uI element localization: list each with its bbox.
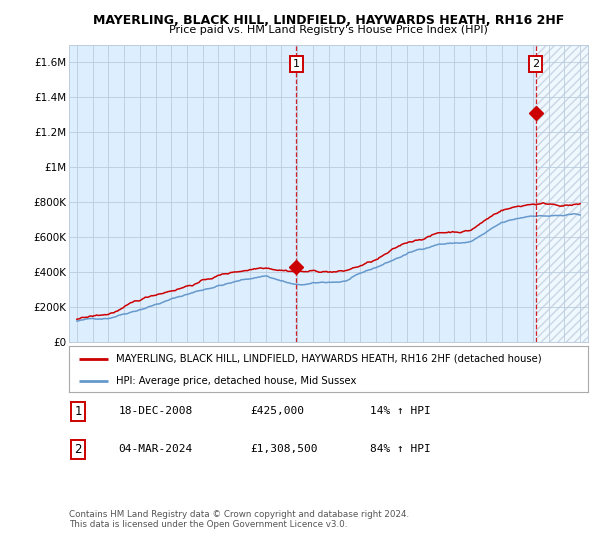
Text: Price paid vs. HM Land Registry's House Price Index (HPI): Price paid vs. HM Land Registry's House …: [169, 25, 488, 35]
Text: 84% ↑ HPI: 84% ↑ HPI: [370, 445, 431, 455]
Text: HPI: Average price, detached house, Mid Sussex: HPI: Average price, detached house, Mid …: [116, 376, 356, 385]
Text: MAYERLING, BLACK HILL, LINDFIELD, HAYWARDS HEATH, RH16 2HF (detached house): MAYERLING, BLACK HILL, LINDFIELD, HAYWAR…: [116, 354, 541, 364]
Text: £425,000: £425,000: [251, 407, 305, 416]
Text: Contains HM Land Registry data © Crown copyright and database right 2024.
This d: Contains HM Land Registry data © Crown c…: [69, 510, 409, 529]
Text: 2: 2: [74, 443, 82, 456]
Bar: [536, 45, 588, 342]
Text: MAYERLING, BLACK HILL, LINDFIELD, HAYWARDS HEATH, RH16 2HF: MAYERLING, BLACK HILL, LINDFIELD, HAYWAR…: [93, 14, 565, 27]
Text: 18-DEC-2008: 18-DEC-2008: [118, 407, 193, 416]
Text: 1: 1: [293, 59, 300, 69]
Text: £1,308,500: £1,308,500: [251, 445, 318, 455]
Text: 04-MAR-2024: 04-MAR-2024: [118, 445, 193, 455]
Text: 14% ↑ HPI: 14% ↑ HPI: [370, 407, 431, 416]
Text: 1: 1: [74, 405, 82, 418]
Text: 2: 2: [532, 59, 539, 69]
